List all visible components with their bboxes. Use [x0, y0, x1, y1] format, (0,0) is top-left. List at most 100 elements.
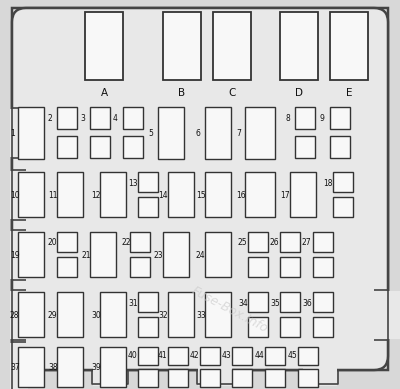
- Text: 32: 32: [158, 310, 168, 319]
- Bar: [313, 292, 333, 312]
- Bar: [313, 257, 333, 277]
- FancyBboxPatch shape: [12, 8, 388, 370]
- Bar: [280, 317, 300, 337]
- Bar: [90, 107, 110, 129]
- Text: 11: 11: [48, 191, 58, 200]
- Bar: [10, 343, 28, 389]
- Text: 2: 2: [48, 114, 53, 123]
- Bar: [138, 369, 158, 387]
- Text: E: E: [346, 88, 352, 98]
- Bar: [280, 12, 318, 80]
- Bar: [313, 232, 333, 252]
- Bar: [205, 232, 231, 277]
- Text: 23: 23: [154, 251, 164, 259]
- Bar: [330, 136, 350, 158]
- Bar: [248, 317, 268, 337]
- Bar: [158, 107, 184, 159]
- Bar: [168, 172, 194, 217]
- Text: 1: 1: [10, 128, 15, 137]
- Bar: [200, 347, 220, 365]
- Bar: [10, 291, 28, 339]
- Bar: [168, 369, 188, 387]
- Bar: [205, 172, 231, 217]
- Bar: [10, 171, 28, 219]
- Bar: [200, 369, 220, 387]
- Bar: [248, 257, 268, 277]
- Text: 16: 16: [236, 191, 246, 200]
- Bar: [100, 292, 126, 337]
- Bar: [330, 107, 350, 129]
- Bar: [10, 231, 28, 279]
- Bar: [57, 172, 83, 217]
- Bar: [138, 317, 158, 337]
- Bar: [298, 347, 318, 365]
- Text: 42: 42: [190, 350, 200, 359]
- Text: Fuse-Box.Info: Fuse-Box.Info: [190, 284, 270, 336]
- Text: 9: 9: [320, 114, 325, 123]
- Text: 44: 44: [255, 350, 265, 359]
- Text: 24: 24: [196, 251, 206, 259]
- Text: 38: 38: [48, 363, 58, 371]
- Bar: [57, 232, 77, 252]
- Bar: [57, 107, 77, 129]
- Bar: [333, 172, 353, 192]
- Text: 30: 30: [91, 310, 101, 319]
- Bar: [138, 292, 158, 312]
- Bar: [163, 232, 189, 277]
- Bar: [85, 12, 123, 80]
- Bar: [248, 292, 268, 312]
- Text: C: C: [228, 88, 236, 98]
- Text: 29: 29: [48, 310, 58, 319]
- Text: 10: 10: [10, 191, 20, 200]
- Text: 4: 4: [113, 114, 118, 123]
- Bar: [18, 232, 44, 277]
- Bar: [280, 232, 300, 252]
- Text: 27: 27: [302, 238, 312, 247]
- Bar: [386, 291, 400, 339]
- Bar: [265, 369, 285, 387]
- Text: 26: 26: [270, 238, 280, 247]
- Bar: [93, 368, 127, 386]
- Bar: [100, 347, 126, 387]
- Text: 8: 8: [286, 114, 291, 123]
- Bar: [232, 369, 252, 387]
- Bar: [290, 172, 316, 217]
- Bar: [333, 197, 353, 217]
- Text: 41: 41: [158, 350, 168, 359]
- Text: 45: 45: [288, 350, 298, 359]
- Bar: [57, 292, 83, 337]
- FancyBboxPatch shape: [12, 8, 388, 370]
- Text: 18: 18: [323, 179, 332, 187]
- Text: 43: 43: [222, 350, 232, 359]
- Text: 25: 25: [238, 238, 248, 247]
- Bar: [123, 107, 143, 129]
- Bar: [198, 368, 232, 386]
- Text: 5: 5: [148, 128, 153, 137]
- Bar: [18, 107, 44, 159]
- Text: 12: 12: [91, 191, 100, 200]
- Bar: [245, 107, 275, 159]
- Text: B: B: [178, 88, 186, 98]
- Bar: [303, 368, 337, 386]
- Bar: [10, 109, 28, 157]
- Bar: [168, 292, 194, 337]
- Text: 19: 19: [10, 251, 20, 259]
- Bar: [298, 369, 318, 387]
- Bar: [130, 232, 150, 252]
- Text: 36: 36: [302, 298, 312, 307]
- Bar: [163, 12, 201, 80]
- Bar: [245, 172, 275, 217]
- Text: 33: 33: [196, 310, 206, 319]
- Bar: [232, 347, 252, 365]
- Text: 21: 21: [81, 251, 90, 259]
- Bar: [57, 136, 77, 158]
- Text: 22: 22: [121, 238, 130, 247]
- Bar: [205, 107, 231, 159]
- Bar: [330, 12, 368, 80]
- Bar: [213, 12, 251, 80]
- Bar: [168, 347, 188, 365]
- Bar: [18, 347, 44, 387]
- Text: 28: 28: [10, 310, 20, 319]
- Bar: [295, 107, 315, 129]
- Text: 40: 40: [128, 350, 138, 359]
